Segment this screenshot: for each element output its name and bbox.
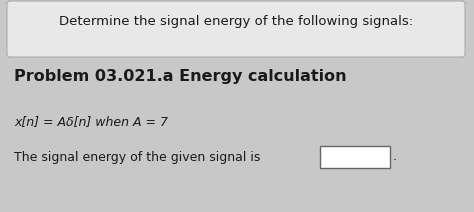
Bar xyxy=(320,146,390,168)
Text: x[n] = Aδ[n] when A = 7: x[n] = Aδ[n] when A = 7 xyxy=(14,116,168,128)
Text: The signal energy of the given signal is: The signal energy of the given signal is xyxy=(14,151,260,163)
Text: Determine the signal energy of the following signals:: Determine the signal energy of the follo… xyxy=(59,15,413,28)
FancyBboxPatch shape xyxy=(7,1,465,57)
Text: .: . xyxy=(393,151,397,163)
Text: Problem 03.021.a Energy calculation: Problem 03.021.a Energy calculation xyxy=(14,68,346,84)
